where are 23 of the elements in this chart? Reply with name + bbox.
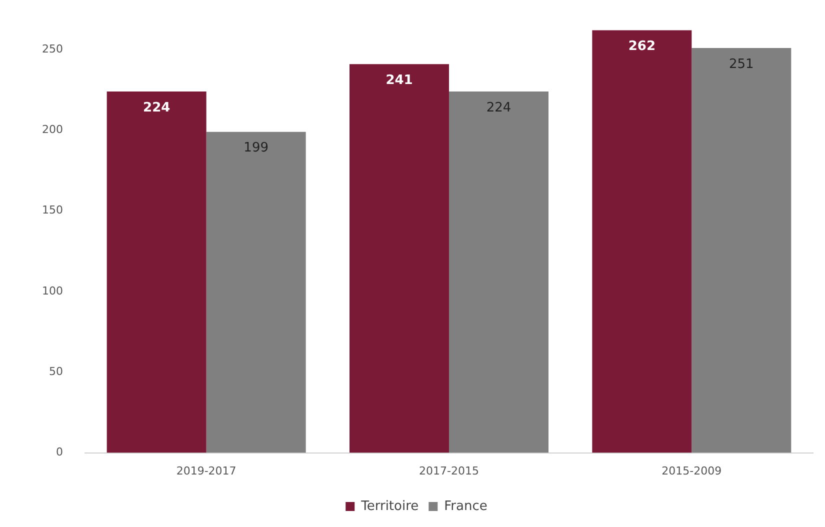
bar	[106, 92, 206, 453]
y-tick-label: 200	[42, 123, 63, 136]
bar	[449, 92, 548, 453]
y-tick-label: 100	[42, 284, 63, 298]
bar	[592, 30, 692, 453]
y-tick-label: 150	[42, 204, 63, 217]
data-label: 224	[143, 100, 170, 116]
data-label: 199	[244, 140, 268, 156]
data-label: 241	[386, 72, 413, 88]
data-label: 224	[486, 100, 512, 116]
x-tick-label: 2015-2009	[662, 464, 722, 478]
x-tick-label: 2019-2017	[176, 464, 236, 478]
bar	[350, 64, 449, 453]
x-tick-label: 2017-2015	[419, 464, 479, 478]
legend-label: France	[444, 498, 488, 514]
bar	[692, 48, 792, 453]
data-label: 262	[628, 39, 656, 54]
data-label: 251	[729, 56, 754, 72]
y-tick-label: 0	[56, 446, 63, 459]
bar	[206, 132, 306, 453]
y-tick-label: 50	[48, 365, 63, 378]
y-tick-label: 250	[42, 42, 63, 56]
legend-label: Territoire	[360, 498, 419, 514]
